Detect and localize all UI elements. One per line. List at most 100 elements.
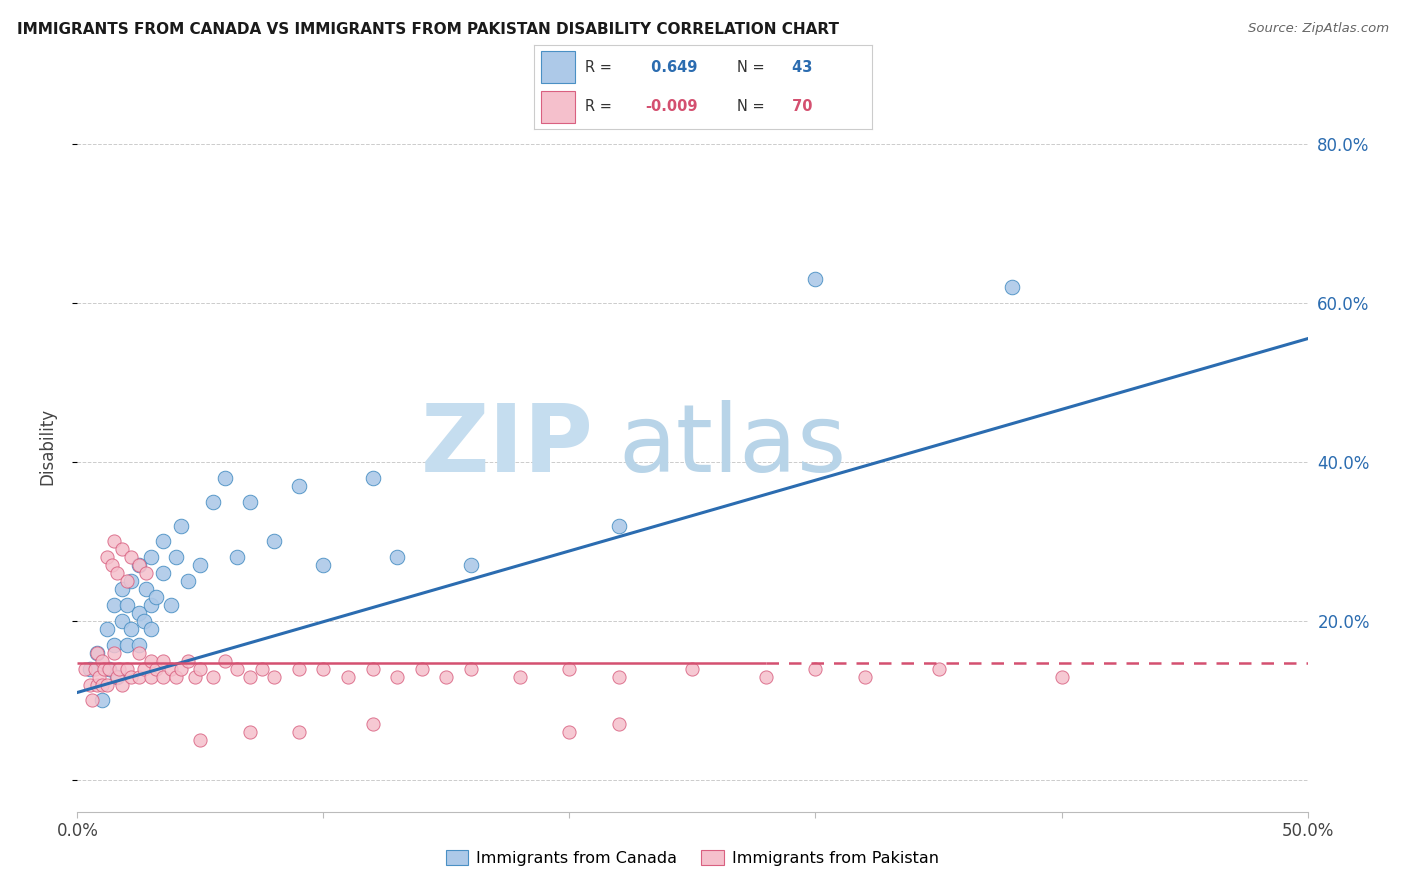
Point: [804, 662, 827, 676]
Point: [460, 662, 482, 676]
Point: [128, 558, 150, 573]
Point: [188, 662, 212, 676]
Point: [145, 590, 167, 604]
Point: [250, 662, 273, 676]
Point: [103, 646, 125, 660]
Point: [105, 669, 128, 683]
Point: [115, 638, 138, 652]
Point: [128, 558, 150, 573]
Point: [103, 534, 125, 549]
Point: [201, 669, 224, 683]
Point: [436, 669, 458, 683]
Text: R =: R =: [585, 60, 612, 75]
Point: [152, 566, 174, 581]
Point: [86, 677, 108, 691]
Point: [184, 669, 207, 683]
Point: [509, 669, 531, 683]
Point: [135, 582, 157, 596]
Point: [98, 662, 121, 676]
Point: [86, 646, 108, 660]
Point: [239, 494, 262, 508]
Point: [188, 733, 212, 747]
Point: [239, 669, 262, 683]
Point: [288, 479, 311, 493]
Point: [460, 558, 482, 573]
Text: IMMIGRANTS FROM CANADA VS IMMIGRANTS FROM PAKISTAN DISABILITY CORRELATION CHART: IMMIGRANTS FROM CANADA VS IMMIGRANTS FRO…: [17, 22, 839, 37]
Point: [288, 662, 311, 676]
Point: [288, 725, 311, 739]
Point: [115, 662, 138, 676]
Point: [103, 638, 125, 652]
Text: R =: R =: [585, 99, 612, 114]
Point: [96, 622, 118, 636]
Point: [201, 494, 224, 508]
Point: [804, 272, 827, 286]
Point: [152, 534, 174, 549]
Point: [128, 669, 150, 683]
Point: [361, 717, 384, 731]
Text: -0.009: -0.009: [645, 99, 699, 114]
Point: [1001, 280, 1024, 294]
Point: [145, 662, 167, 676]
Point: [385, 550, 409, 565]
Point: [170, 662, 193, 676]
Point: [214, 654, 236, 668]
Point: [128, 646, 150, 660]
Point: [411, 662, 433, 676]
Point: [111, 582, 132, 596]
Point: [141, 669, 163, 683]
Point: [79, 662, 101, 676]
Point: [337, 669, 360, 683]
Point: [115, 598, 138, 612]
Text: N =: N =: [737, 60, 765, 75]
Point: [239, 725, 262, 739]
Point: [90, 693, 114, 707]
Point: [93, 662, 115, 676]
Point: [141, 598, 163, 612]
Point: [103, 598, 125, 612]
Point: [132, 614, 155, 628]
Point: [96, 550, 118, 565]
Bar: [541, 51, 575, 83]
Text: atlas: atlas: [619, 400, 846, 492]
Point: [115, 574, 138, 589]
Bar: [541, 91, 575, 123]
Text: ZIP: ZIP: [422, 400, 595, 492]
Point: [111, 614, 132, 628]
Point: [312, 662, 335, 676]
Point: [141, 622, 163, 636]
Point: [188, 558, 212, 573]
Point: [90, 654, 114, 668]
Text: 0.649: 0.649: [645, 60, 697, 75]
Point: [214, 471, 236, 485]
Point: [90, 677, 114, 691]
Point: [121, 550, 143, 565]
Point: [165, 669, 187, 683]
Point: [89, 669, 111, 683]
Point: [177, 574, 200, 589]
Point: [558, 662, 581, 676]
Point: [165, 550, 187, 565]
Point: [141, 550, 163, 565]
Point: [160, 598, 183, 612]
Text: Source: ZipAtlas.com: Source: ZipAtlas.com: [1249, 22, 1389, 36]
Point: [607, 518, 630, 533]
Point: [226, 550, 249, 565]
Point: [607, 669, 630, 683]
Point: [83, 662, 105, 676]
Point: [170, 518, 193, 533]
Text: 43: 43: [787, 60, 813, 75]
Point: [105, 669, 128, 683]
Point: [101, 558, 124, 573]
Point: [755, 669, 778, 683]
Point: [121, 574, 143, 589]
Point: [385, 669, 409, 683]
Point: [135, 566, 157, 581]
Point: [607, 717, 630, 731]
Text: 70: 70: [787, 99, 813, 114]
Point: [121, 622, 143, 636]
Point: [128, 638, 150, 652]
Point: [132, 662, 155, 676]
Point: [141, 654, 163, 668]
Point: [226, 662, 249, 676]
